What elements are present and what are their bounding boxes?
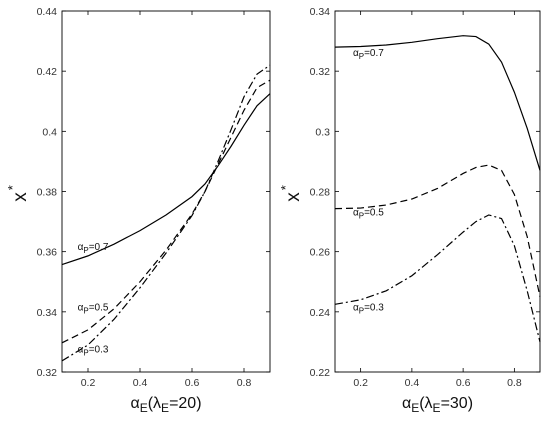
y-tick-label: 0.28: [310, 187, 331, 199]
x-axis-label: αE(λE=30): [402, 395, 473, 415]
x-tick-label: 0.6: [185, 377, 200, 389]
series-label: αP=0.3: [353, 302, 384, 315]
x-tick-label: 0.6: [456, 377, 471, 389]
y-tick-label: 0.24: [310, 307, 331, 319]
x-tick-label: 0.2: [353, 377, 368, 389]
x-tick-label: 0.8: [507, 377, 522, 389]
y-tick-label: 0.44: [37, 6, 58, 18]
y-tick-label: 0.26: [310, 247, 331, 259]
series-label: αP=0.3: [78, 344, 109, 357]
series-label: αP=0.7: [353, 48, 384, 61]
series-label: αP=0.7: [78, 242, 109, 255]
y-tick-label: 0.4: [42, 126, 57, 138]
y-tick-label: 0.42: [37, 66, 58, 78]
chart-panel-left: 0.2 0.4 0.6 0.8 0.32 0.34 0.36 0.38 0.4 0.42 0.44 α…: [5, 6, 271, 415]
series-line-0: [61, 93, 271, 266]
plot-frame: [61, 10, 271, 373]
x-tick-label: 0.4: [133, 377, 148, 389]
y-tick-label: 0.22: [310, 367, 331, 379]
y-tick-label: 0.38: [37, 187, 58, 199]
y-axis-label: x*: [5, 185, 31, 202]
x-axis-label: αE(λE=20): [130, 395, 201, 415]
plot-frame: [334, 10, 541, 373]
y-tick-label: 0.3: [315, 126, 330, 138]
y-tick-label: 0.34: [310, 6, 331, 18]
series-line-2: [334, 214, 541, 343]
x-tick-label: 0.2: [81, 377, 96, 389]
chart-panel-right: 0.2 0.4 0.6 0.8 0.22 0.24 0.26 0.28 0.3 0.32 0.34 α…: [278, 6, 541, 415]
series-line-2: [61, 64, 271, 362]
series-line-1: [334, 164, 541, 297]
y-tick-label: 0.32: [310, 66, 331, 78]
series-label: αP=0.5: [78, 302, 109, 315]
series-label: αP=0.5: [353, 208, 384, 221]
y-axis-label: x*: [278, 185, 304, 202]
series-line-0: [334, 35, 541, 171]
y-tick-label: 0.32: [37, 367, 58, 379]
y-tick-label: 0.34: [37, 307, 58, 319]
x-tick-label: 0.8: [237, 377, 252, 389]
x-tick-label: 0.4: [405, 377, 420, 389]
y-tick-label: 0.36: [37, 247, 58, 259]
